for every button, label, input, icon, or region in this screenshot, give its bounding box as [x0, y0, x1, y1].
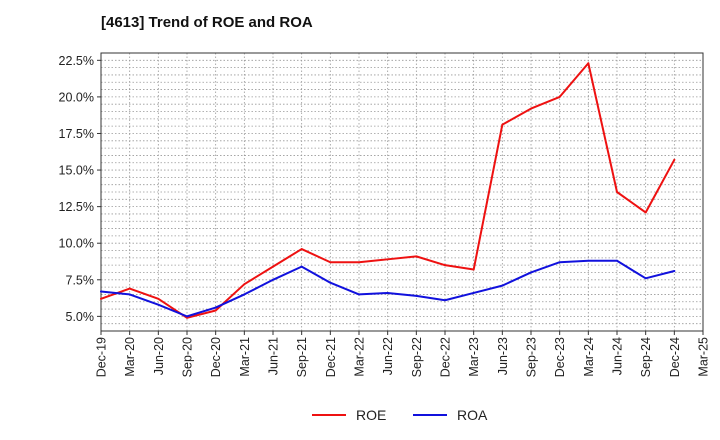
- data-point-roa: [386, 292, 389, 294]
- data-point-roa: [530, 271, 532, 274]
- x-tick-label: Sep-22: [410, 337, 424, 377]
- data-point-roe: [243, 283, 246, 286]
- chart-title: [4613] Trend of ROE and ROA: [101, 14, 313, 31]
- x-tick-label: Jun-22: [381, 337, 395, 375]
- legend-item-roe: ROE: [312, 404, 386, 426]
- data-point-roe: [100, 297, 102, 300]
- y-tick-label: 10.0%: [59, 237, 94, 251]
- data-point-roe: [300, 248, 303, 250]
- legend-swatch-roa: [413, 414, 447, 416]
- data-point-roa: [673, 270, 676, 272]
- data-point-roe: [157, 297, 160, 300]
- x-tick-label: Sep-24: [639, 337, 653, 377]
- data-point-roe: [673, 158, 676, 161]
- data-point-roe: [415, 255, 418, 258]
- data-point-roe: [358, 261, 360, 264]
- data-point-roa: [128, 293, 131, 296]
- data-point-roa: [186, 315, 188, 318]
- data-point-roe: [558, 95, 561, 98]
- data-point-roe: [587, 62, 590, 65]
- y-tick-label: 17.5%: [59, 127, 94, 141]
- data-point-roe: [128, 287, 131, 290]
- y-tick-label: 22.5%: [59, 54, 94, 68]
- data-point-roa: [100, 290, 102, 293]
- data-point-roe: [214, 309, 217, 312]
- x-tick-label: Dec-23: [553, 337, 567, 377]
- data-point-roe: [386, 258, 389, 261]
- data-point-roa: [444, 299, 446, 302]
- data-point-roe: [501, 123, 504, 126]
- data-point-roa: [616, 259, 618, 262]
- legend-label-roa: ROA: [457, 407, 488, 423]
- legend-label-roe: ROE: [356, 407, 387, 423]
- data-point-roe: [272, 265, 274, 268]
- legend-swatch-roe: [312, 414, 346, 416]
- x-tick-label: Mar-23: [467, 337, 481, 377]
- x-tick-label: Dec-20: [209, 337, 223, 377]
- x-tick-label: Jun-24: [611, 337, 625, 375]
- data-point-roe: [616, 191, 618, 193]
- chart-plot: 5.0% 7.5% 10.0% 12.5% 15.0% 17.5% 20.0% 22.5% De…: [59, 52, 711, 377]
- legend-item-roa: ROA: [413, 404, 487, 426]
- data-point-roe: [444, 264, 446, 267]
- chart-legend: ROE ROA: [0, 404, 720, 426]
- x-tick-label: Dec-21: [324, 337, 338, 377]
- x-tick-label: Mar-25: [697, 337, 711, 377]
- data-point-roa: [272, 278, 274, 281]
- data-point-roa: [329, 281, 332, 284]
- data-point-roe: [186, 316, 188, 319]
- data-point-roa: [501, 284, 504, 287]
- y-tick-label: 20.0%: [59, 90, 94, 104]
- x-tick-label: Dec-22: [439, 337, 453, 377]
- data-point-roa: [243, 293, 246, 296]
- data-point-roa: [472, 292, 475, 294]
- x-tick-label: Mar-22: [353, 337, 367, 377]
- x-tick-label: Mar-21: [238, 337, 252, 377]
- data-point-roe: [329, 261, 332, 264]
- x-tick-label: Mar-20: [123, 337, 137, 377]
- plot-frame: [100, 52, 704, 332]
- data-point-roa: [644, 277, 647, 280]
- y-tick-label: 15.0%: [59, 164, 94, 178]
- x-tick-label: Jun-20: [152, 337, 166, 375]
- data-point-roa: [358, 293, 360, 296]
- x-tick-label: Dec-19: [95, 337, 109, 377]
- data-point-roa: [558, 261, 561, 264]
- data-point-roa: [214, 306, 217, 309]
- y-tick-label: 7.5%: [66, 273, 95, 287]
- data-point-roe: [530, 107, 532, 110]
- y-tick-label: 5.0%: [66, 310, 95, 324]
- x-tick-label: Jun-21: [267, 337, 281, 375]
- x-tick-label: Sep-20: [181, 337, 195, 377]
- data-point-roe: [472, 268, 475, 271]
- data-point-roe: [644, 211, 647, 214]
- x-tick-label: Dec-24: [668, 337, 682, 377]
- x-tick-label: Jun-23: [496, 337, 510, 375]
- data-point-roa: [587, 259, 590, 262]
- data-point-roa: [157, 303, 160, 306]
- x-tick-label: Sep-23: [525, 337, 539, 377]
- data-point-roa: [415, 294, 418, 297]
- x-tick-label: Sep-21: [295, 337, 309, 377]
- data-point-roa: [300, 265, 303, 268]
- x-tick-label: Mar-24: [582, 337, 596, 377]
- y-tick-label: 12.5%: [59, 200, 94, 214]
